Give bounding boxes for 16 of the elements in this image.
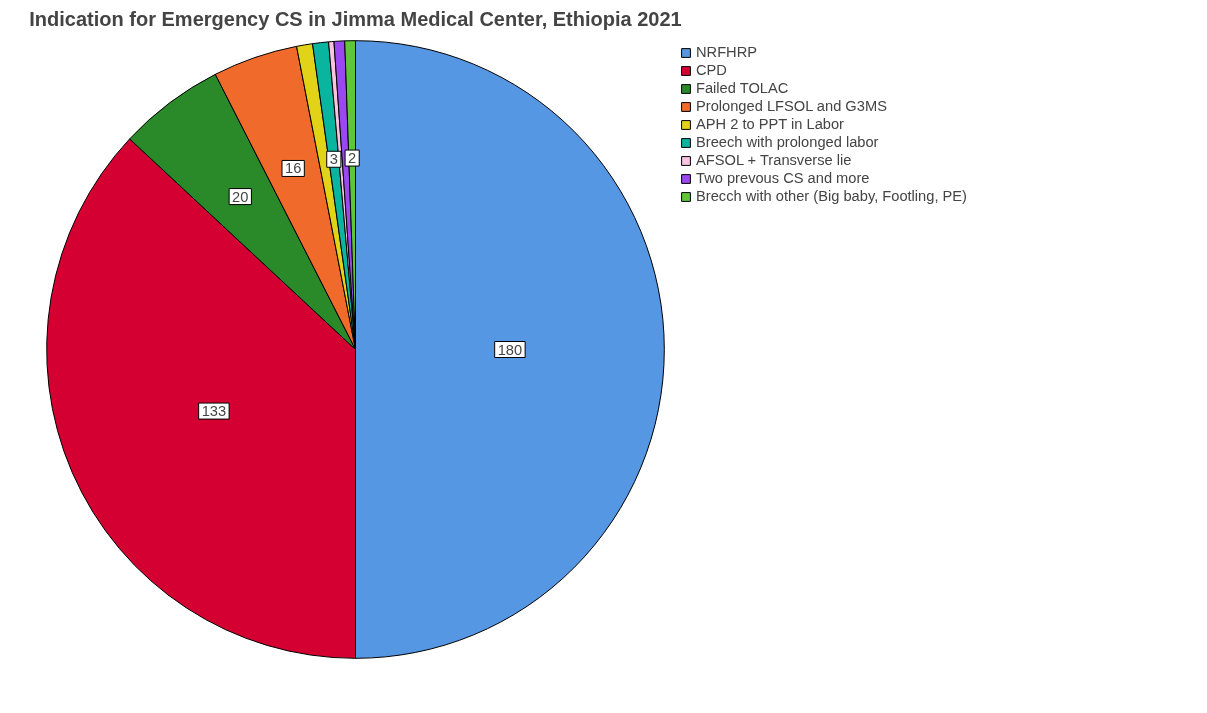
legend-label: Failed TOLAC [696,80,789,96]
data-label: 180 [497,341,523,358]
chart-title: Indication for Emergency CS in Jimma Medical Center, Ethiopia 2021 [29,7,682,30]
legend-label: APH 2 to PPT in Labor [696,116,845,132]
legend-label: Prolonged LFSOL and G3MS [696,98,887,114]
data-label: 16 [285,160,302,177]
data-label: 20 [232,188,249,205]
data-label: 133 [201,403,227,420]
legend-label: Breech with prolonged labor [696,134,879,150]
data-label: 2 [348,150,357,167]
legend-label: CPD [696,62,727,78]
legend-label: Brecch with other (Big baby, Footling, PE) [696,188,967,204]
legend-label: NRFHRP [696,44,758,60]
legend-label: AFSOL + Transverse lie [696,152,852,168]
legend-label: Two prevous CS and more [696,170,870,186]
data-label: 3 [329,151,338,168]
